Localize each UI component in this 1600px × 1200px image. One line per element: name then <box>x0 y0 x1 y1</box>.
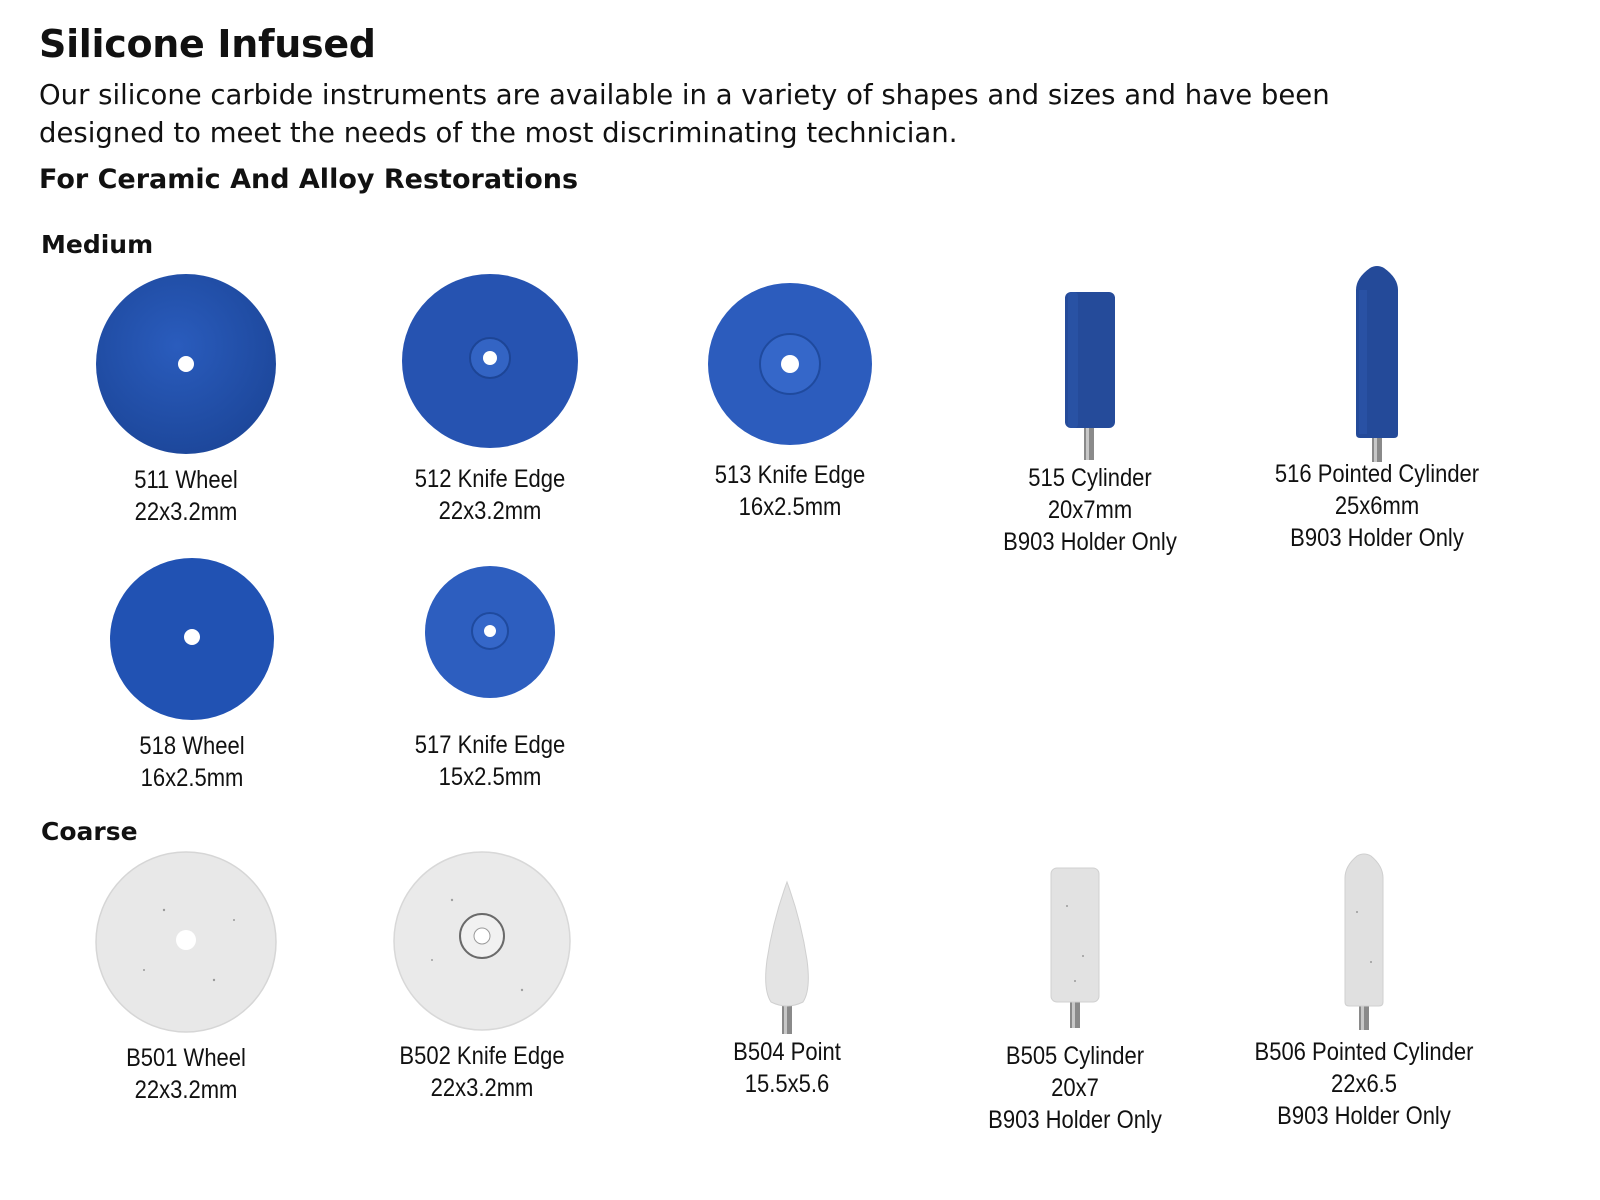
blue-pointed-cylinder-image <box>1356 266 1398 462</box>
blue-knife-edge-image <box>708 283 872 445</box>
product-name: 517 Knife Edge <box>414 731 566 759</box>
product-size: 16x2.5mm <box>140 764 244 792</box>
product-size: 22x3.2mm <box>430 1074 534 1102</box>
product-511-wheel: 511 Wheel 22x3.2mm <box>46 272 326 528</box>
white-point-image <box>765 880 809 1034</box>
product-b502-knife-edge: B502 Knife Edge 22x3.2mm <box>342 850 622 1104</box>
white-wheel-image <box>95 851 277 1033</box>
product-note: B903 Holder Only <box>1003 528 1177 556</box>
product-b505-cylinder: B505 Cylinder 20x7 B903 Holder Only <box>935 866 1215 1136</box>
product-515-cylinder: 515 Cylinder 20x7mm B903 Holder Only <box>950 290 1230 558</box>
product-name: 511 Wheel <box>134 466 238 494</box>
product-name: 518 Wheel <box>139 732 245 760</box>
blue-wheel-image <box>96 274 276 454</box>
product-b506-pointed-cylinder: B506 Pointed Cylinder 22x6.5 B903 Holder… <box>1224 852 1504 1132</box>
blue-knife-edge-image <box>425 566 555 698</box>
product-size: 25x6mm <box>1334 492 1420 520</box>
intro-text: Our silicone carbide instruments are ava… <box>39 79 1330 149</box>
product-note: B903 Holder Only <box>988 1106 1162 1134</box>
blue-wheel-image <box>110 558 274 720</box>
product-512-knife-edge: 512 Knife Edge 22x3.2mm <box>350 272 630 527</box>
product-note: B903 Holder Only <box>1277 1102 1451 1130</box>
product-b504-point: B504 Point 15.5x5.6 <box>647 880 927 1100</box>
page-title: Silicone Infused <box>39 22 376 66</box>
product-b501-wheel: B501 Wheel 22x3.2mm <box>46 850 326 1106</box>
product-size: 15.5x5.6 <box>744 1070 830 1098</box>
blue-cylinder-image <box>1065 292 1115 460</box>
product-name: 512 Knife Edge <box>414 465 566 493</box>
product-size: 22x3.2mm <box>134 498 238 526</box>
product-name: 516 Pointed Cylinder <box>1274 460 1480 488</box>
product-size: 20x7mm <box>1047 496 1133 524</box>
product-513-knife-edge: 513 Knife Edge 16x2.5mm <box>650 282 930 523</box>
product-name: B505 Cylinder <box>1005 1042 1145 1070</box>
product-name: B506 Pointed Cylinder <box>1254 1038 1474 1066</box>
page-subtitle: For Ceramic And Alloy Restorations <box>39 164 579 195</box>
product-name: 513 Knife Edge <box>714 461 866 489</box>
product-size: 16x2.5mm <box>738 493 842 521</box>
product-name: B501 Wheel <box>126 1044 246 1072</box>
product-size: 15x2.5mm <box>438 763 542 791</box>
white-cylinder-image <box>1050 867 1100 1028</box>
white-knife-edge-image <box>393 851 571 1031</box>
product-size: 22x3.2mm <box>438 497 542 525</box>
product-name: B502 Knife Edge <box>399 1042 565 1070</box>
product-517-knife-edge: 517 Knife Edge 15x2.5mm <box>350 565 630 793</box>
blue-knife-edge-image <box>402 274 578 448</box>
product-size: 20x7 <box>1051 1074 1099 1102</box>
product-name: 515 Cylinder <box>1028 464 1152 492</box>
product-516-pointed-cylinder: 516 Pointed Cylinder 25x6mm B903 Holder … <box>1237 264 1517 554</box>
product-size: 22x3.2mm <box>134 1076 238 1104</box>
section-heading-medium: Medium <box>41 230 154 259</box>
product-518-wheel: 518 Wheel 16x2.5mm <box>52 556 332 794</box>
product-note: B903 Holder Only <box>1290 524 1464 552</box>
white-pointed-cylinder-image <box>1344 853 1384 1030</box>
product-name: B504 Point <box>733 1038 841 1066</box>
product-size: 22x6.5 <box>1330 1070 1398 1098</box>
section-heading-coarse: Coarse <box>41 817 138 846</box>
